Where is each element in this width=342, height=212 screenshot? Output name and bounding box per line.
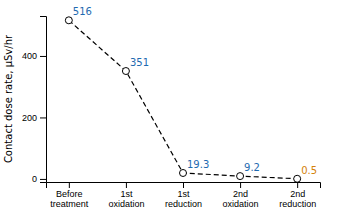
- x-tick-label: 1stoxidation: [108, 189, 144, 209]
- y-tick-label: 200: [22, 113, 37, 123]
- x-tick-label-line: reduction: [279, 199, 316, 209]
- data-label: 516: [73, 6, 92, 17]
- x-tick-label-line: oxidation: [108, 199, 144, 209]
- x-tick-label-line: treatment: [50, 199, 89, 209]
- data-label: 9.2: [244, 162, 260, 173]
- x-tick-label-line: Before: [56, 189, 83, 199]
- x-tick-label: Beforetreatment: [50, 189, 89, 209]
- data-label: 19.3: [187, 159, 209, 170]
- x-axis: Beforetreatment1stoxidation1streduction2…: [47, 182, 321, 209]
- x-tick-mark: [240, 182, 241, 188]
- x-tick: 2ndoxidation: [223, 182, 259, 209]
- x-tick-mark: [297, 182, 298, 188]
- x-tick-label-line: oxidation: [223, 199, 259, 209]
- point: [294, 175, 301, 182]
- y-axis-title: Contact dose rate, μSv/hr: [3, 34, 14, 163]
- y-tick: 0: [32, 174, 46, 184]
- chart: Beforetreatment1stoxidation1streduction2…: [0, 0, 342, 212]
- x-tick: Beforetreatment: [50, 182, 89, 209]
- x-tick: 1streduction: [165, 182, 202, 209]
- x-tick-label-line: 1st: [177, 189, 190, 199]
- data-labels: 516 351 19.3 9.2 0.5: [73, 6, 317, 175]
- y-tick-mark: [40, 56, 46, 57]
- y-axis: 0 200 400: [22, 17, 47, 185]
- point: [65, 17, 72, 24]
- y-tick: 200: [22, 113, 46, 123]
- point: [122, 68, 129, 75]
- x-tick: 1stoxidation: [108, 182, 144, 209]
- point: [237, 173, 244, 180]
- x-tick-mark: [69, 182, 70, 188]
- x-tick-label: 1streduction: [165, 189, 202, 209]
- x-axis-line: [47, 183, 321, 189]
- x-tick-label-line: reduction: [165, 199, 202, 209]
- y-tick: 400: [22, 51, 46, 61]
- x-tick: 2ndreduction: [279, 182, 316, 209]
- y-axis-line: [40, 17, 47, 183]
- data-label: 351: [130, 57, 149, 68]
- x-tick-mark: [183, 182, 184, 188]
- data-label: 0.5: [301, 165, 317, 176]
- plot: Beforetreatment1stoxidation1streduction2…: [22, 6, 321, 209]
- y-tick-mark: [40, 117, 46, 118]
- x-tick-mark: [126, 182, 127, 188]
- point: [180, 169, 187, 176]
- x-tick-label-line: 2nd: [233, 189, 248, 199]
- marks: [65, 17, 300, 182]
- line: [69, 20, 297, 178]
- x-tick-label-line: 2nd: [290, 189, 305, 199]
- x-tick-label: 2ndreduction: [279, 189, 316, 209]
- y-tick-mark: [40, 179, 46, 180]
- x-tick-label-line: 1st: [120, 189, 133, 199]
- y-tick-label: 400: [22, 51, 37, 61]
- y-tick-label: 0: [32, 174, 37, 184]
- x-tick-label: 2ndoxidation: [223, 189, 259, 209]
